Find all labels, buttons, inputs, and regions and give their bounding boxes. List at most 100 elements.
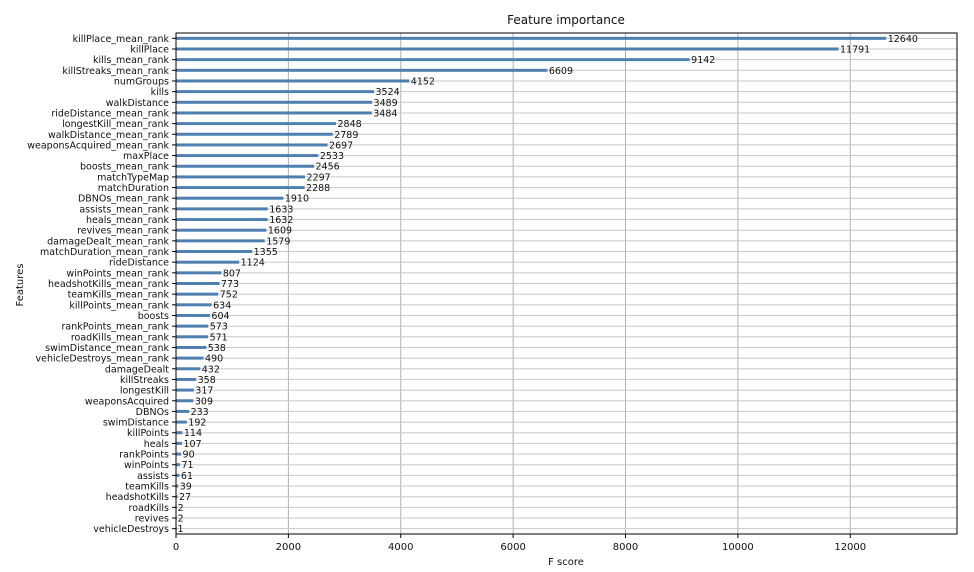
category-label: heals_mean_rank: [86, 215, 169, 226]
feature-bar: [176, 431, 183, 435]
bar-value-label: 773: [221, 279, 239, 290]
feature-bar: [176, 473, 180, 477]
category-label: roadKills: [129, 503, 170, 514]
bar-value-label: 233: [191, 407, 209, 418]
category-tick-labels: killPlace_mean_rankkillPlacekills_mean_r…: [27, 34, 176, 535]
bar-value-label: 573: [210, 322, 228, 333]
feature-bar: [176, 484, 179, 488]
bar-value-label: 11791: [840, 44, 870, 55]
bar-value-label: 6609: [549, 66, 573, 77]
y-axis-label: Features: [15, 264, 26, 307]
feature-bar: [176, 79, 410, 83]
bar-value-label: 2789: [334, 130, 358, 141]
x-tick-label: 12000: [834, 542, 866, 553]
feature-bar: [176, 292, 219, 296]
category-label: assists_mean_rank: [79, 204, 169, 215]
x-tick-labels: 0 2000 4000 6000 8000 10000 12000: [173, 534, 866, 553]
category-label: winPoints: [124, 460, 169, 471]
bar-value-label: 90: [183, 450, 195, 461]
bar-value-label: 1632: [269, 215, 293, 226]
category-label: teamKills: [125, 482, 169, 493]
feature-bar: [176, 345, 207, 349]
category-label: matchTypeMap: [97, 172, 169, 183]
category-label: walkDistance: [106, 98, 169, 109]
bar-value-label: 2: [178, 514, 184, 525]
bar-value-label: 107: [184, 439, 202, 450]
bar-value-label: 9142: [691, 55, 715, 66]
feature-bar: [176, 335, 209, 339]
x-tick-label: 0: [173, 542, 179, 553]
bar-value-label: 192: [188, 418, 206, 429]
category-label: longestKill: [120, 386, 169, 397]
category-label: longestKill_mean_rank: [62, 119, 169, 130]
bar-value-label: 3489: [374, 98, 398, 109]
category-label: vehicleDestroys: [93, 524, 169, 535]
feature-bar: [176, 495, 178, 499]
category-label: revives_mean_rank: [77, 226, 169, 237]
bar-value-label: 317: [195, 386, 213, 397]
bar-value-label: 538: [208, 343, 226, 354]
bar-value-label: 1910: [285, 194, 309, 205]
bar-value-label: 604: [211, 311, 229, 322]
feature-bar: [176, 100, 373, 104]
feature-bar: [176, 409, 190, 413]
bar-value-label: 61: [181, 471, 193, 482]
category-label: revives: [135, 514, 169, 525]
category-label: damageDealt: [105, 364, 169, 375]
bar-value-label: 2297: [307, 172, 331, 183]
category-label: roadKills_mean_rank: [71, 332, 170, 343]
bar-value-label: 2697: [329, 140, 353, 151]
feature-bar: [176, 324, 209, 328]
feature-bar: [176, 164, 314, 168]
bar-value-label: 4152: [411, 76, 435, 87]
feature-bar: [176, 367, 201, 371]
bar-value-label: 2848: [338, 119, 362, 130]
bar-value-label: 27: [179, 492, 191, 503]
bar-value-label: 1355: [254, 247, 278, 258]
bar-value-label: 490: [205, 354, 223, 365]
category-label: killPoints_mean_rank: [69, 300, 169, 311]
category-label: rankPoints_mean_rank: [62, 322, 170, 333]
feature-bar: [176, 36, 887, 40]
x-tick-label: 4000: [388, 542, 413, 553]
category-label: rankPoints: [119, 450, 169, 461]
category-label: killPlace_mean_rank: [73, 34, 170, 45]
bar-value-label: 752: [220, 290, 238, 301]
category-label: winPoints_mean_rank: [66, 268, 169, 279]
bar-value-label: 2456: [315, 162, 339, 173]
category-label: matchDuration: [98, 183, 169, 194]
value-labels: 1264011791914266094152352434893484284827…: [178, 34, 918, 535]
bar-value-label: 39: [180, 482, 192, 493]
bar-value-label: 3484: [373, 108, 397, 119]
feature-bar: [176, 441, 183, 445]
feature-bar: [176, 452, 182, 456]
plot-frame: [175, 32, 958, 535]
category-label: boosts: [138, 311, 169, 322]
feature-bar: [176, 196, 284, 200]
bar-value-label: 114: [184, 428, 202, 439]
category-label: numGroups: [114, 76, 169, 87]
x-tick-label: 2000: [276, 542, 301, 553]
feature-bar: [176, 90, 375, 94]
bar-value-label: 432: [202, 364, 220, 375]
feature-bar: [176, 228, 267, 232]
category-label: vehicleDestroys_mean_rank: [36, 354, 170, 365]
feature-bar: [176, 313, 210, 317]
bar-value-label: 71: [181, 460, 193, 471]
bar-value-label: 358: [198, 375, 216, 386]
x-tick-label: 10000: [722, 542, 754, 553]
category-label: killStreaks_mean_rank: [62, 66, 169, 77]
category-label: kills: [151, 87, 169, 98]
category-label: boosts_mean_rank: [80, 162, 169, 173]
bar-value-label: 1124: [241, 258, 265, 269]
x-tick-label: 6000: [500, 542, 525, 553]
category-label: swimDistance: [103, 418, 169, 429]
feature-bar: [176, 260, 240, 264]
category-label: teamKills_mean_rank: [68, 290, 170, 301]
category-label: killStreaks: [120, 375, 169, 386]
category-label: DBNOs: [136, 407, 169, 418]
feature-bar: [176, 420, 187, 424]
feature-bar: [176, 154, 319, 158]
